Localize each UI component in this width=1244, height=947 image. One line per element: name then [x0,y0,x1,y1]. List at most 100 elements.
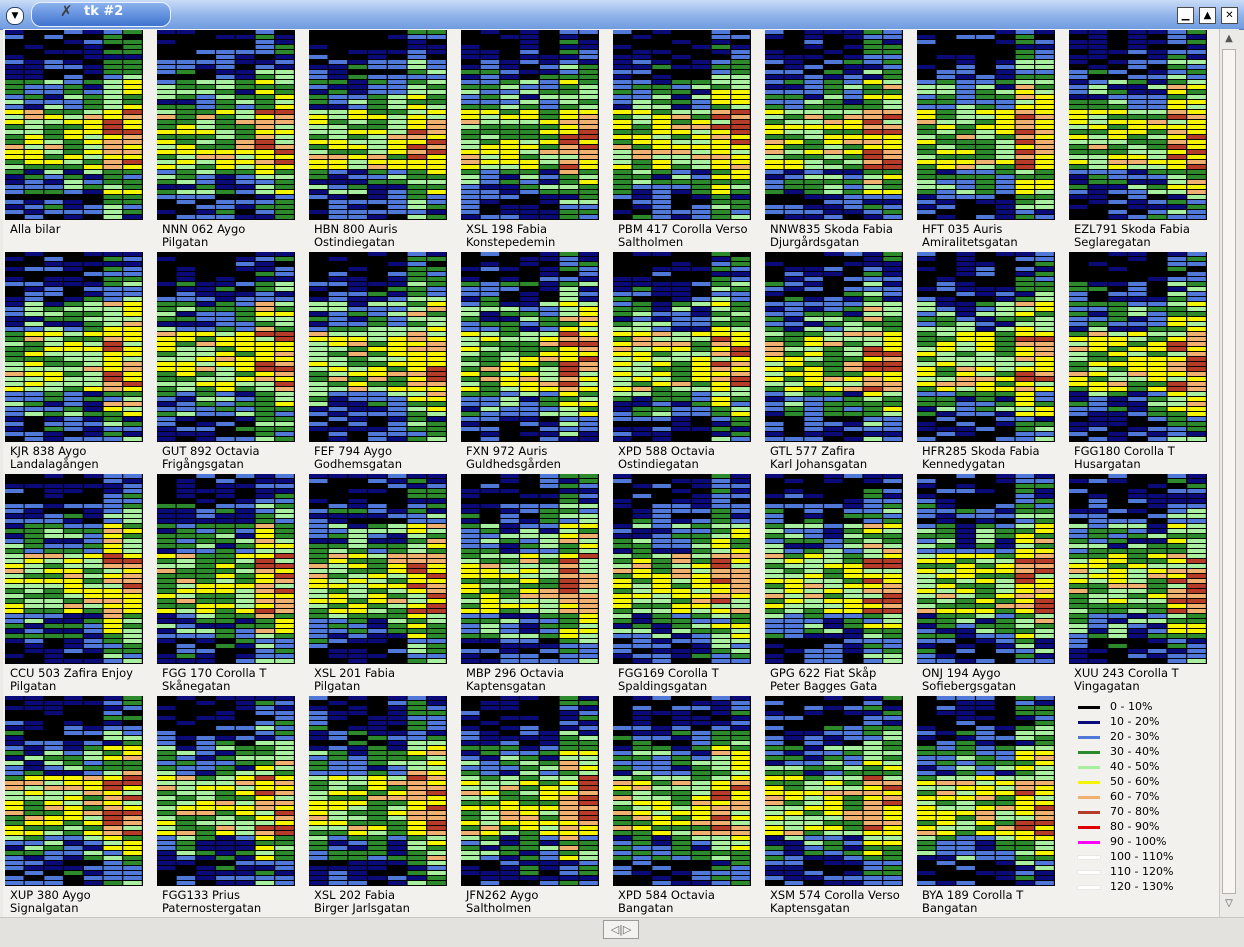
heatmap-cell [540,272,559,276]
heatmap-cell [765,402,784,406]
heatmap-cell [1016,382,1035,386]
heatmap-cell [824,210,843,214]
heatmap-cell [804,85,823,89]
heatmap-cell [256,80,275,84]
heatmap-cell [388,277,407,281]
heatmap-cell [579,292,598,296]
heatmap-cell [1016,337,1035,341]
heatmap-cell [309,544,328,548]
heatmap-cell [275,599,294,603]
heatmap-cell [1128,287,1147,291]
heatmap-cell [652,282,671,286]
heatmap-cell [44,504,63,508]
heatmap-cell [196,387,215,391]
heatmap-cell [613,267,632,271]
heatmap-cell [481,397,500,401]
heatmap-cell [560,80,579,84]
heatmap-cell [956,387,975,391]
heatmap-cell [1148,205,1167,209]
heatmap-cell [1148,75,1167,79]
heatmap-cell [844,85,863,89]
heatmap-cell [844,432,863,436]
heatmap-cell [5,100,24,104]
maximize-button[interactable]: ▲ [1199,7,1216,24]
heatmap-cell [1168,75,1187,79]
heatmap-cell [157,407,176,411]
heatmap-cell [1069,272,1088,276]
heatmap-cell [712,115,731,119]
heatmap-cell [5,327,24,331]
heatmap-cell [1128,55,1147,59]
heatmap-cell [560,35,579,39]
heatmap-cell [976,317,995,321]
heatmap-cell [329,417,348,421]
heatmap-cell [500,257,519,261]
heatmap-cell [216,190,235,194]
heatmap-cell [309,75,328,79]
heatmap-cell [64,200,83,204]
heatmap-cell [1128,387,1147,391]
heatmap-cell [44,569,63,573]
heatmap-cell [1089,417,1108,421]
heatmap-cell [804,160,823,164]
heatmap-cell [804,60,823,64]
heatmap-cell [1035,252,1054,256]
heatmap-cell [1069,282,1088,286]
heatmap-cell [123,544,142,548]
heatmap-cell [348,479,367,483]
heatmap-cell [996,80,1015,84]
heatmap-cell [309,332,328,336]
heatmap-cell [481,55,500,59]
heatmap-cell [579,55,598,59]
heatmap-cell [1108,262,1127,266]
heatmap-cell [652,357,671,361]
heatmap-cell [309,337,328,341]
heatmap-cell [177,252,196,256]
heatmap-cell [785,145,804,149]
heatmap-cell [236,504,255,508]
heatmap-cell [712,30,731,34]
heatmap-cell [408,524,427,528]
heatmap-cell [633,115,652,119]
heatmap-cell [309,327,328,331]
minimize-button[interactable]: ▁ [1177,7,1194,24]
heatmap-cell [883,170,902,174]
heatmap-cell [560,155,579,159]
heatmap-cell [844,175,863,179]
heatmap-cell [1069,372,1088,376]
heatmap-cell [844,100,863,104]
heatmap-cell [461,337,480,341]
heatmap-cell [84,110,103,114]
heatmap-cell [157,549,176,553]
heatmap-cell [177,609,196,613]
heatmap-cell [5,312,24,316]
heatmap-cell [64,407,83,411]
window-menu-button[interactable]: ▼ [6,7,24,25]
heatmap-cell [731,402,750,406]
heatmap-cell [123,504,142,508]
heatmap-cell [824,200,843,204]
heatmap-cell [613,367,632,371]
heatmap-cell [348,342,367,346]
heatmap-cell [520,75,539,79]
heatmap-cell [560,130,579,134]
heatmap-cell [216,574,235,578]
heatmap-cell [64,629,83,633]
heatmap-cell [996,150,1015,154]
heatmap-cell [996,407,1015,411]
heatmap-cell [329,297,348,301]
heatmap-cell [44,347,63,351]
heatmap-cell [64,559,83,563]
heatmap-cell [1168,165,1187,169]
heatmap-cell [672,80,691,84]
heatmap-cell [44,30,63,34]
heatmap-cell [348,35,367,39]
heatmap-cell [1069,50,1088,54]
heatmap-cell [883,277,902,281]
heatmap-cell [408,544,427,548]
close-button[interactable]: ✕ [1221,7,1238,24]
heatmap-cell [64,272,83,276]
heatmap-cell [917,215,936,219]
heatmap-cell [883,95,902,99]
